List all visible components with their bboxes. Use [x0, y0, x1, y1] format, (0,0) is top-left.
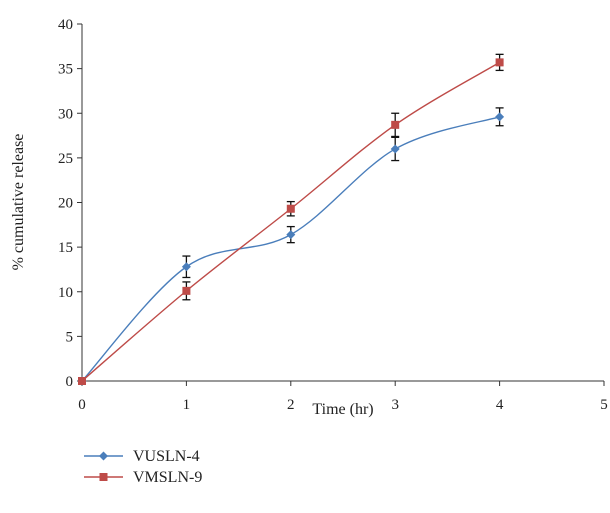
data-point	[286, 204, 295, 213]
data-point	[391, 120, 400, 129]
data-point	[182, 286, 191, 295]
x-tick-label: 5	[600, 397, 608, 413]
data-point	[495, 112, 505, 122]
axes: 0 5 10 15 20 25 30 35 40 0 1 2 3 4 5	[58, 17, 608, 413]
x-tick-label: 4	[496, 397, 504, 413]
legend-label: VUSLN-4	[133, 448, 200, 465]
x-tick-label: 1	[183, 397, 191, 413]
series-line	[81, 116, 500, 382]
legend-item-vusln-4: VUSLN-4	[84, 448, 200, 465]
legend-marker	[99, 451, 108, 461]
y-tick-label: 25	[58, 151, 73, 167]
y-tick-label: 10	[58, 285, 73, 301]
y-tick-label: 40	[58, 17, 73, 33]
y-axis-label: % cumulative release	[10, 134, 27, 271]
y-tick-label: 35	[58, 62, 73, 78]
series-vmsln-9	[78, 53, 504, 385]
legend: VUSLN-4 VMSLN-9	[84, 448, 202, 486]
data-point	[495, 58, 504, 67]
x-axis-label: Time (hr)	[312, 401, 373, 418]
y-tick-label: 15	[58, 240, 73, 256]
data-point	[181, 262, 191, 272]
x-tick-label: 0	[78, 397, 86, 413]
data-point	[78, 377, 86, 385]
y-tick-label: 30	[58, 106, 73, 122]
data-point	[286, 230, 296, 240]
data-point	[390, 144, 400, 154]
y-tick-label: 5	[66, 329, 74, 345]
x-tick-label: 3	[391, 397, 399, 413]
series-layer	[77, 53, 505, 386]
legend-item-vmsln-9: VMSLN-9	[84, 469, 202, 486]
y-tick-label: 0	[66, 374, 74, 390]
x-tick-label: 2	[287, 397, 295, 413]
series-vusln-4	[77, 107, 505, 386]
series-line	[81, 61, 500, 382]
y-tick-label: 20	[58, 196, 73, 212]
legend-marker	[99, 473, 108, 481]
legend-label: VMSLN-9	[133, 469, 202, 486]
